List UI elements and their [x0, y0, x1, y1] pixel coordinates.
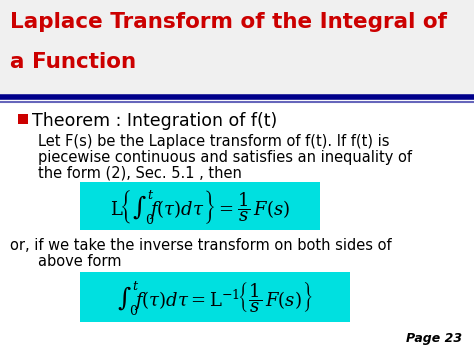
Text: Theorem : Integration of f(t): Theorem : Integration of f(t) — [32, 112, 277, 130]
Text: $\mathrm{L}\!\left\{\int_0^t\! f(\tau)d\tau\right\} = \dfrac{1}{s}\,F(s)$: $\mathrm{L}\!\left\{\int_0^t\! f(\tau)d\… — [110, 189, 290, 227]
Text: Page 23: Page 23 — [406, 332, 462, 345]
Text: the form (2), Sec. 5.1 , then: the form (2), Sec. 5.1 , then — [38, 166, 242, 181]
Text: Laplace Transform of the Integral of: Laplace Transform of the Integral of — [10, 12, 447, 32]
Text: $\int_0^t\! f(\tau)d\tau = \mathrm{L}^{-1}\!\left\{\dfrac{1}{s}\,F(s)\right\}$: $\int_0^t\! f(\tau)d\tau = \mathrm{L}^{-… — [117, 280, 313, 318]
FancyBboxPatch shape — [18, 114, 28, 124]
Text: or, if we take the inverse transform on both sides of: or, if we take the inverse transform on … — [10, 238, 392, 253]
FancyBboxPatch shape — [0, 0, 474, 100]
Text: above form: above form — [38, 254, 121, 269]
Text: Let F(s) be the Laplace transform of f(t). If f(t) is: Let F(s) be the Laplace transform of f(t… — [38, 134, 390, 149]
FancyBboxPatch shape — [80, 182, 320, 230]
FancyBboxPatch shape — [80, 272, 350, 322]
Text: piecewise continuous and satisfies an inequality of: piecewise continuous and satisfies an in… — [38, 150, 412, 165]
Text: a Function: a Function — [10, 52, 136, 72]
